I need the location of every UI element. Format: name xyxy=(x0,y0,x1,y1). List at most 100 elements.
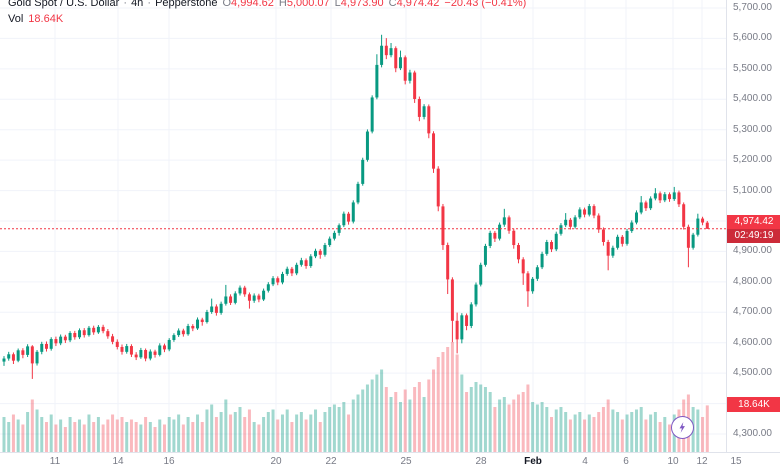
candle-body xyxy=(87,327,91,336)
candle-body xyxy=(630,222,634,232)
volume-bar xyxy=(106,419,110,452)
volume-bar xyxy=(427,379,431,452)
candle-body xyxy=(644,202,648,209)
candle-body xyxy=(620,236,624,244)
volume-bar xyxy=(634,409,638,452)
candle-body xyxy=(106,331,110,337)
volume-bar xyxy=(96,417,100,452)
volume-bar xyxy=(365,384,369,452)
candle-body xyxy=(465,315,469,326)
candlestick-chart[interactable] xyxy=(0,0,726,452)
volume-bar xyxy=(394,392,398,452)
candle-body xyxy=(280,273,284,283)
volume-bar xyxy=(398,402,402,452)
candle-body xyxy=(526,273,530,292)
candle-body xyxy=(587,206,591,215)
volume-bar xyxy=(375,374,379,452)
volume-bar xyxy=(82,424,86,452)
ohlc-high-value: 5,000.07 xyxy=(286,0,330,9)
volume-bar xyxy=(148,422,152,452)
candle-body xyxy=(44,343,48,349)
candle-body xyxy=(21,350,25,355)
chart-plot-area[interactable]: Gold Spot / U.S. Dollar · 4h · Peppersto… xyxy=(0,0,726,452)
volume-bar xyxy=(384,387,388,452)
time-axis-label: 6 xyxy=(623,456,629,467)
volume-bar xyxy=(658,422,662,452)
volume-bar xyxy=(587,414,591,452)
volume-bar xyxy=(450,342,454,452)
volume-bar xyxy=(554,409,558,452)
volume-bar xyxy=(276,419,280,452)
candle-body xyxy=(672,192,676,200)
volume-bar xyxy=(285,409,289,452)
candle-body xyxy=(153,351,157,355)
price-axis-label: 4,700.00 xyxy=(733,306,772,318)
candle-body xyxy=(408,72,412,81)
candle-body xyxy=(120,346,124,352)
volume-bar xyxy=(92,422,96,452)
candle-body xyxy=(224,296,228,304)
candle-body xyxy=(134,354,138,358)
candle-body xyxy=(68,332,72,341)
volume-bar xyxy=(162,424,166,452)
candle-body xyxy=(181,330,185,335)
candle-body xyxy=(238,287,242,294)
candle-body xyxy=(516,245,520,260)
volume-bar xyxy=(653,412,657,452)
ohlc-open-label: O xyxy=(222,0,232,9)
candle-body xyxy=(304,260,308,267)
ohlc-open-value: 4,994.62 xyxy=(231,0,274,9)
volume-bar xyxy=(417,382,421,452)
volume-bar xyxy=(540,402,544,452)
current-price-label: 4,974.42 02:49:19 xyxy=(727,214,780,243)
time-axis-label: 28 xyxy=(475,456,487,467)
volume-bar xyxy=(583,419,587,452)
volume-bar xyxy=(247,409,251,452)
volume-bar xyxy=(68,417,72,452)
volume-bar xyxy=(191,422,195,452)
volume-bar xyxy=(332,404,336,452)
candle-body xyxy=(167,339,171,350)
candle-body xyxy=(507,217,511,231)
volume-bar xyxy=(262,417,266,452)
ohlc-high-label: H xyxy=(278,0,287,9)
symbol-title[interactable]: Gold Spot / U.S. Dollar xyxy=(8,0,120,9)
candle-body xyxy=(592,206,596,216)
volume-bar xyxy=(649,414,653,452)
price-axis[interactable]: 4,974.42 02:49:19 18.64K 5,700.00 5,600.0… xyxy=(726,0,780,452)
candle-body xyxy=(413,72,417,99)
candle-body xyxy=(380,45,384,65)
candle-body xyxy=(285,268,289,274)
candle-body xyxy=(436,168,440,207)
candle-body xyxy=(578,209,582,218)
volume-bar xyxy=(205,409,209,452)
candle-body xyxy=(7,354,11,359)
candle-body xyxy=(115,341,119,347)
lightning-button[interactable] xyxy=(671,416,694,439)
volume-value: 18.64K xyxy=(28,13,64,25)
time-axis[interactable]: 11 14 16 20 22 25 28 Feb 4 6 10 12 15 xyxy=(0,452,780,470)
volume-bar xyxy=(125,422,129,452)
volume-bar xyxy=(252,422,256,452)
volume-bar xyxy=(167,417,171,452)
interval-label[interactable]: 4h xyxy=(131,0,144,9)
volume-bar xyxy=(224,399,228,452)
volume-bar xyxy=(290,422,294,452)
volume-bar xyxy=(663,417,667,452)
volume-bar xyxy=(181,424,185,452)
volume-bar xyxy=(318,422,322,452)
volume-label: Vol xyxy=(8,13,24,25)
candle-body xyxy=(422,106,426,117)
volume-bar xyxy=(186,417,190,452)
volume-bar xyxy=(49,414,53,452)
symbol-legend-row: Gold Spot / U.S. Dollar · 4h · Peppersto… xyxy=(8,0,526,11)
volume-bar xyxy=(172,419,176,452)
candle-body xyxy=(554,233,558,250)
candle-body xyxy=(92,327,96,333)
candle-body xyxy=(488,232,492,246)
candle-body xyxy=(351,202,355,222)
candle-body xyxy=(427,106,431,134)
candle-body xyxy=(262,290,266,300)
candle-body xyxy=(483,245,487,265)
